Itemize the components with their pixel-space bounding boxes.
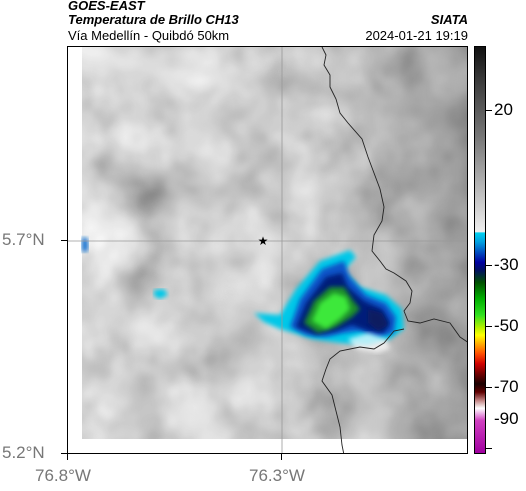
brightness-temperature-map: ★ [68,47,467,453]
colorbar-label: -70 [494,377,519,396]
edge-cold-cloud [82,237,88,252]
timestamp-label: 2024-01-21 19:19 [365,28,468,43]
department-border [325,328,405,370]
agency-label: SIATA [430,12,468,27]
colorbar-label: -90 [494,409,519,428]
y-tick-label: 5.2°N [2,443,45,462]
cloud-shading [82,47,467,439]
colorbar-tick [486,448,492,449]
colorbar-tick [486,265,492,266]
satellite-title: GOES-EAST [68,0,145,13]
y-tick-mark [61,453,67,454]
route-label: Vía Medellín - Quibdó 50km [68,28,230,43]
product-title: Temperatura de Brillo CH13 [68,12,239,27]
colorbar-tick [486,110,492,111]
y-tick-mark [61,240,67,241]
colorbar-tick [486,387,492,388]
colorbar-label: -50 [494,316,519,335]
small-cold-cloud [154,289,168,299]
convective-cloud-cluster [254,250,404,353]
department-border [321,47,467,343]
colorbar-tick [486,326,492,327]
x-tick-label: 76.3°W [249,466,305,485]
x-tick-mark [67,454,68,460]
department-border [321,368,345,453]
x-tick-label: 76.8°W [35,466,91,485]
star-icon: ★ [258,234,269,248]
colorbar-label: -30 [494,255,519,274]
x-tick-mark [281,454,282,460]
map-panel[interactable]: ★ [67,46,468,454]
y-tick-label: 5.7°N [2,230,45,249]
temperature-colorbar [474,46,486,454]
colorbar-label: 20 [494,100,513,119]
